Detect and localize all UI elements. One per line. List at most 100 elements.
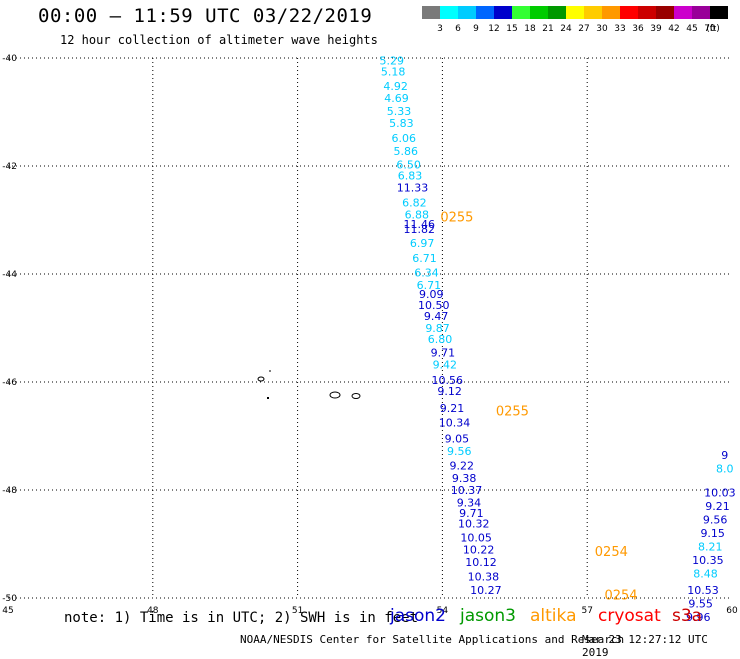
legend-label: 36 <box>632 24 644 34</box>
x-tick-label: 45 <box>2 606 13 616</box>
wave-height-label: 10.56 <box>431 374 463 387</box>
legend-swatch <box>620 6 638 19</box>
wave-height-label: 11.46 <box>403 218 435 231</box>
legend-label: 12 <box>488 24 499 34</box>
wave-height-label: 10.34 <box>439 417 471 430</box>
wave-height-label: 10.35 <box>692 554 724 567</box>
x-tick-label: 57 <box>581 606 592 616</box>
wave-height-label: 10.27 <box>470 584 502 597</box>
wave-height-label: 10.38 <box>468 570 500 583</box>
legend-label: 39 <box>650 24 662 34</box>
legend-label: 3 <box>437 24 443 34</box>
wave-height-label: 9.87 <box>425 322 450 335</box>
wave-height-label: 6.82 <box>402 197 427 210</box>
wave-height-label: 9.09 <box>419 288 444 301</box>
wave-height-label: 9.12 <box>437 385 462 398</box>
legend-swatch <box>692 6 710 19</box>
legend-unit: (ft) <box>706 24 720 34</box>
legend-label: 6 <box>455 24 461 34</box>
wave-height-label: 9.22 <box>449 460 474 473</box>
wave-height-label: 9.42 <box>433 359 458 372</box>
x-tick-label: 60 <box>726 606 738 616</box>
wave-height-label: 6.71 <box>417 279 442 292</box>
legend-label: 24 <box>560 24 572 34</box>
legend-swatch <box>458 6 476 19</box>
island-outlines <box>257 370 361 399</box>
legend-swatch <box>674 6 692 19</box>
wave-height-label: 9.56 <box>447 445 472 458</box>
legend-swatch <box>548 6 566 19</box>
page-subtitle: 12 hour collection of altimeter wave hei… <box>60 33 378 47</box>
wave-height-label: 10.32 <box>458 517 490 530</box>
legend-label: 45 <box>686 24 697 34</box>
wave-height-label: 6.50 <box>396 158 421 171</box>
wave-height-label: 9.96 <box>686 611 711 624</box>
footer-timestamp: Mar 23 12:27:12 UTC 2019 <box>582 633 708 659</box>
y-tick-label: -48 <box>2 486 17 496</box>
wave-height-label: 10.03 <box>704 487 736 500</box>
legend-label: 21 <box>542 24 553 34</box>
wave-height-label: 6.34 <box>414 266 439 279</box>
legend-label: 9 <box>473 24 479 34</box>
legend-label: 70 <box>704 24 716 34</box>
altika-time-label: 0255 <box>440 210 473 225</box>
legend-swatch <box>638 6 656 19</box>
legend-swatch <box>530 6 548 19</box>
color-legend: 3 6 9 12 15 18 21 24 27 30 33 36 39 42 45 70(ft) <box>422 6 728 34</box>
x-tick-label: 48 <box>147 606 159 616</box>
wave-height-label: 6.06 <box>392 132 417 145</box>
footer-note: note: 1) Time is in UTC; 2) SWH is in fe… <box>64 610 419 626</box>
legend-swatch <box>584 6 602 19</box>
wave-height-label: 11.82 <box>403 223 435 236</box>
y-tick-label: -44 <box>2 270 17 280</box>
legend-label: 18 <box>524 24 536 34</box>
x-tick-label: 51 <box>292 606 303 616</box>
wave-height-label: 9.47 <box>424 310 449 323</box>
legend-swatch <box>422 6 440 19</box>
legend-swatch <box>710 6 728 19</box>
altika-time-label: 0255 <box>496 405 529 420</box>
legend-swatch <box>494 6 512 19</box>
wave-height-label: 9.05 <box>445 433 470 446</box>
wave-height-label: 9.71 <box>459 507 484 520</box>
wave-height-label: 9.34 <box>457 496 482 509</box>
wave-height-label: 9.21 <box>705 500 730 513</box>
satellite-legend-jason3: jason3 <box>460 606 516 626</box>
page-title: 00:00 – 11:59 UTC 03/22/2019 <box>38 5 373 27</box>
wave-height-label: 8.48 <box>693 568 718 581</box>
wave-height-label: 9.71 <box>431 346 456 359</box>
satellite-legend-cryosat: cryosat <box>598 606 661 626</box>
footer-credit: NOAA/NESDIS Center for Satellite Applica… <box>240 633 625 646</box>
legend-label: 15 <box>506 24 517 34</box>
legend-swatch <box>440 6 458 19</box>
island-shape <box>351 393 361 399</box>
island-shape <box>267 397 269 399</box>
island-shape <box>329 391 341 399</box>
wave-height-label: 5.29 <box>379 55 404 68</box>
y-tick-label: -46 <box>2 378 17 388</box>
wave-height-label: 6.80 <box>428 333 453 346</box>
legend-label: 33 <box>614 24 625 34</box>
legend-swatch <box>476 6 494 19</box>
wave-height-label: 10.53 <box>687 584 719 597</box>
satellite-legend-s3a: s3a <box>672 606 703 626</box>
map-grid <box>8 57 732 599</box>
wave-height-labels: 5.295.184.924.695.335.83 6.065.866.506.83… <box>379 55 735 624</box>
axis-tick-labels: 45 48 51 54 57 60 -40 -42 -44 -46 -48 -50 <box>2 54 738 616</box>
y-tick-label: -40 <box>2 54 17 64</box>
wave-height-label: 4.92 <box>383 80 408 93</box>
wave-height-label: 9.15 <box>700 527 725 540</box>
wave-height-label: 6.88 <box>405 209 430 222</box>
satellite-legend-jason2: jason2 <box>390 606 446 626</box>
wave-height-label: 9.38 <box>452 472 477 485</box>
legend-label: 27 <box>578 24 589 34</box>
island-shape <box>257 376 265 382</box>
y-tick-label: -42 <box>2 162 17 172</box>
legend-swatch <box>512 6 530 19</box>
wave-height-label: 6.83 <box>398 170 423 183</box>
wave-height-label: 9.56 <box>703 514 728 527</box>
wave-height-label: 9.55 <box>688 597 713 610</box>
legend-swatch <box>566 6 584 19</box>
legend-swatch <box>656 6 674 19</box>
wave-height-label: 9 <box>721 449 728 462</box>
